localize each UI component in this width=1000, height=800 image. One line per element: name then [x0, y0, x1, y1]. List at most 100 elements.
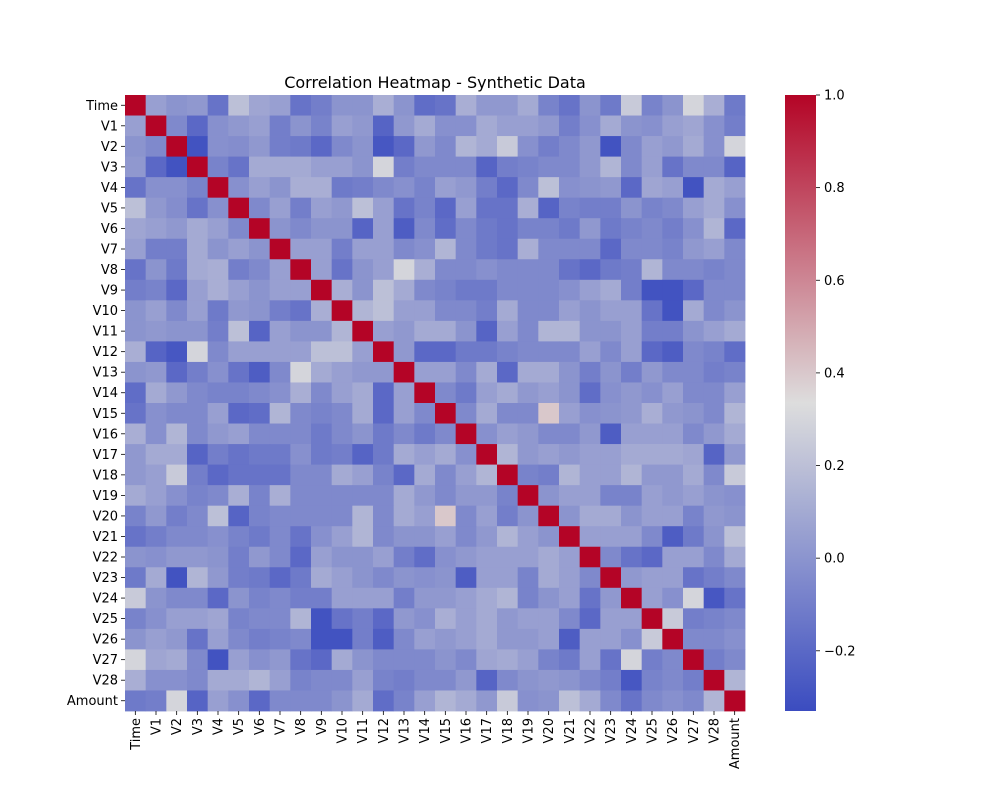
heatmap-cell-V6-V9	[311, 218, 333, 240]
heatmap-cell-V15-V2	[166, 403, 188, 424]
heatmap-cell-V3-Amount	[724, 156, 746, 178]
y-tick-label: V12	[93, 345, 118, 360]
heatmap-cell-V28-V16	[455, 669, 477, 691]
heatmap-cell-V12-V13	[393, 341, 415, 363]
heatmap-cell-V21-Time	[125, 526, 147, 548]
heatmap-cell-V5-V4	[207, 197, 229, 219]
heatmap-cell-V23-V21	[559, 567, 581, 589]
heatmap-cell-V3-V26	[662, 156, 684, 178]
heatmap-cell-V20-V18	[497, 505, 519, 527]
y-tick-label: V25	[93, 612, 118, 627]
y-tick-label: Amount	[67, 694, 118, 709]
heatmap-cell-V3-V7	[269, 156, 291, 178]
heatmap-cell-V4-V3	[187, 177, 209, 199]
heatmap-cell-V20-V10	[331, 505, 353, 527]
heatmap-cell-V7-V9	[311, 238, 333, 260]
heatmap-cell-V14-V19	[517, 382, 539, 404]
heatmap-cell-V7-V26	[662, 238, 684, 260]
heatmap-cell-V23-V12	[373, 567, 395, 589]
heatmap-cell-Time-V28	[703, 95, 725, 116]
heatmap-cell-V12-V20	[538, 341, 560, 363]
heatmap-cell-V26-V21	[559, 628, 581, 650]
colorbar-tick-label: 0.6	[824, 274, 845, 289]
heatmap-cell-V5-V7	[269, 197, 291, 219]
heatmap-cell-V1-V4	[207, 115, 229, 137]
heatmap-cell-V26-V7	[269, 628, 291, 650]
heatmap-cell-V2-V6	[249, 136, 271, 157]
heatmap-cell-V19-V22	[579, 485, 601, 507]
heatmap-cell-V28-V23	[600, 669, 622, 691]
heatmap-cell-V5-V12	[373, 197, 395, 219]
heatmap-cell-V14-V25	[641, 382, 663, 404]
heatmap-cell-Time-V11	[352, 95, 374, 116]
heatmap-cell-V1-V27	[683, 115, 705, 137]
heatmap-cell-V3-V15	[435, 156, 457, 178]
heatmap-cell-V5-V28	[703, 197, 725, 219]
heatmap-cell-V22-V18	[497, 546, 519, 568]
heatmap-cell-V14-V24	[621, 382, 643, 404]
heatmap-cell-V16-V13	[393, 423, 415, 445]
heatmap-cell-V10-V23	[600, 300, 622, 322]
heatmap-cell-V1-V14	[414, 115, 436, 137]
heatmap-cell-V16-V10	[331, 423, 353, 445]
heatmap-cell-V7-V17	[476, 238, 498, 260]
heatmap-cell-V18-V12	[373, 464, 395, 486]
heatmap-cell-V14-V6	[249, 382, 271, 404]
heatmap-cell-V19-V11	[352, 485, 374, 507]
heatmap-cell-V19-V1	[145, 485, 167, 507]
heatmap-cell-V7-V25	[641, 238, 663, 260]
heatmap-cell-Amount-V5	[228, 690, 250, 712]
heatmap-cell-V24-V10	[331, 587, 353, 609]
y-tick-label: V10	[93, 304, 118, 319]
heatmap-cell-V18-V3	[187, 464, 209, 486]
heatmap-cell-V10-V20	[538, 300, 560, 322]
heatmap-cell-V16-V22	[579, 423, 601, 445]
heatmap-cell-Amount-V24	[621, 690, 643, 712]
heatmap-cell-V21-V8	[290, 526, 312, 548]
heatmap-cell-V4-V23	[600, 177, 622, 199]
heatmap-cell-V26-V1	[145, 628, 167, 650]
heatmap-cell-V7-V5	[228, 238, 250, 260]
heatmap-cell-V7-Amount	[724, 238, 746, 260]
heatmap-cell-V16-V24	[621, 423, 643, 445]
heatmap-cell-V10-V16	[455, 300, 477, 322]
heatmap-cell-V17-V22	[579, 444, 601, 465]
heatmap-cell-Time-Amount	[724, 95, 746, 116]
heatmap-cell-V25-Time	[125, 608, 147, 630]
heatmap-cell-V5-Amount	[724, 197, 746, 219]
heatmap-cell-V19-V24	[621, 485, 643, 507]
heatmap-cell-V2-V3	[187, 136, 209, 157]
heatmap-cell-Amount-V27	[683, 690, 705, 712]
heatmap-cell-V15-V5	[228, 403, 250, 424]
heatmap-cell-Amount-V25	[641, 690, 663, 712]
heatmap-cell-V3-V21	[559, 156, 581, 178]
heatmap-cell-V26-V9	[311, 628, 333, 650]
heatmap-cell-V27-V3	[187, 649, 209, 671]
x-axis-tick-labels: Time V1 V2 V3 V4 V5 V6 V7 V8 V9 V10 V11 V12 V13 V14 V15…	[129, 711, 743, 769]
heatmap-cell-V18-V19	[517, 464, 539, 486]
heatmap-cell-V28-V12	[373, 669, 395, 691]
x-tick-label: V12	[377, 718, 392, 743]
y-tick-label: V27	[93, 653, 118, 668]
heatmap-cell-V7-V8	[290, 238, 312, 260]
y-tick-label: V19	[93, 489, 118, 504]
heatmap-cell-V21-V26	[662, 526, 684, 548]
heatmap-cell-V3-V23	[600, 156, 622, 178]
heatmap-cell-V25-V25	[641, 608, 663, 630]
heatmap-cell-V22-V6	[249, 546, 271, 568]
heatmap-cell-V21-Amount	[724, 526, 746, 548]
heatmap-cell-V4-V9	[311, 177, 333, 199]
heatmap-cell-V6-V14	[414, 218, 436, 240]
heatmap-cell-V14-V2	[166, 382, 188, 404]
heatmap-cell-V1-V28	[703, 115, 725, 137]
heatmap-cell-V25-V28	[703, 608, 725, 630]
heatmap-cell-V1-V11	[352, 115, 374, 137]
y-tick-label: V5	[101, 201, 118, 216]
heatmap-cell-V10-V6	[249, 300, 271, 322]
heatmap-cell-V5-V8	[290, 197, 312, 219]
heatmap-cell-V25-V11	[352, 608, 374, 630]
heatmap-cell-V25-V26	[662, 608, 684, 630]
heatmap-cell-V27-V6	[249, 649, 271, 671]
heatmap-cell-V8-V17	[476, 259, 498, 281]
heatmap-cell-V12-V18	[497, 341, 519, 363]
